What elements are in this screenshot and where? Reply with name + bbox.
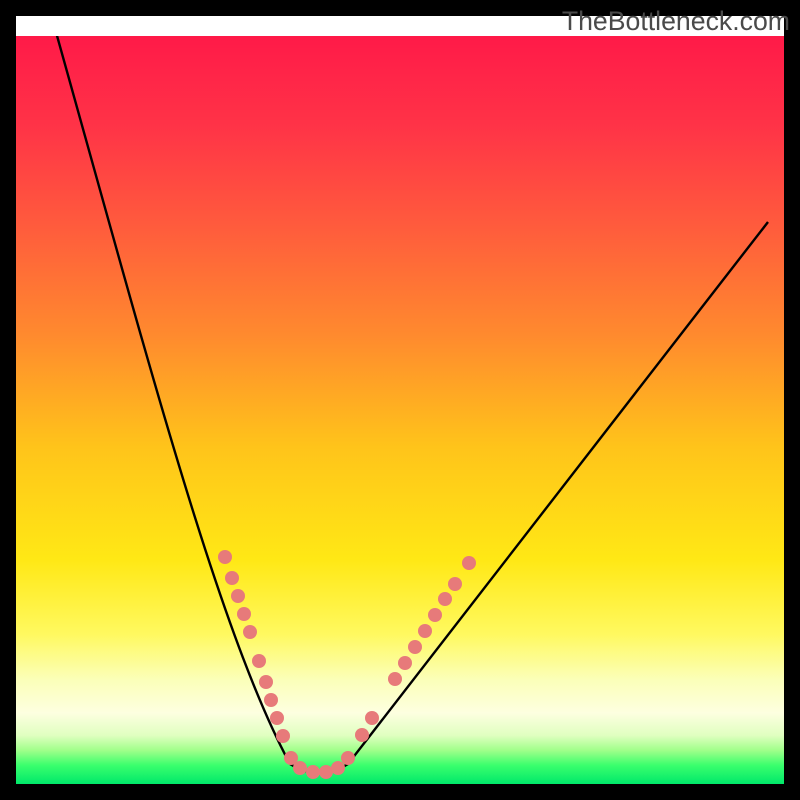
bead-marker [225, 571, 239, 585]
bead-marker [293, 761, 307, 775]
bead-marker [259, 675, 273, 689]
bead-marker [331, 761, 345, 775]
bead-marker [438, 592, 452, 606]
bead-marker [237, 607, 251, 621]
bead-marker [276, 729, 290, 743]
bead-marker [388, 672, 402, 686]
bead-marker [355, 728, 369, 742]
bottleneck-chart: TheBottleneck.com [0, 0, 800, 800]
bead-marker [418, 624, 432, 638]
bead-marker [264, 693, 278, 707]
gradient-background [16, 36, 784, 784]
bead-marker [252, 654, 266, 668]
bead-marker [306, 765, 320, 779]
bead-marker [428, 608, 442, 622]
bead-marker [218, 550, 232, 564]
bead-marker [448, 577, 462, 591]
bead-marker [408, 640, 422, 654]
bead-marker [341, 751, 355, 765]
bead-marker [270, 711, 284, 725]
bead-marker [231, 589, 245, 603]
chart-plot-svg [0, 0, 800, 800]
bead-marker [365, 711, 379, 725]
bead-marker [398, 656, 412, 670]
bead-marker [462, 556, 476, 570]
bead-marker [243, 625, 257, 639]
bead-marker [319, 765, 333, 779]
